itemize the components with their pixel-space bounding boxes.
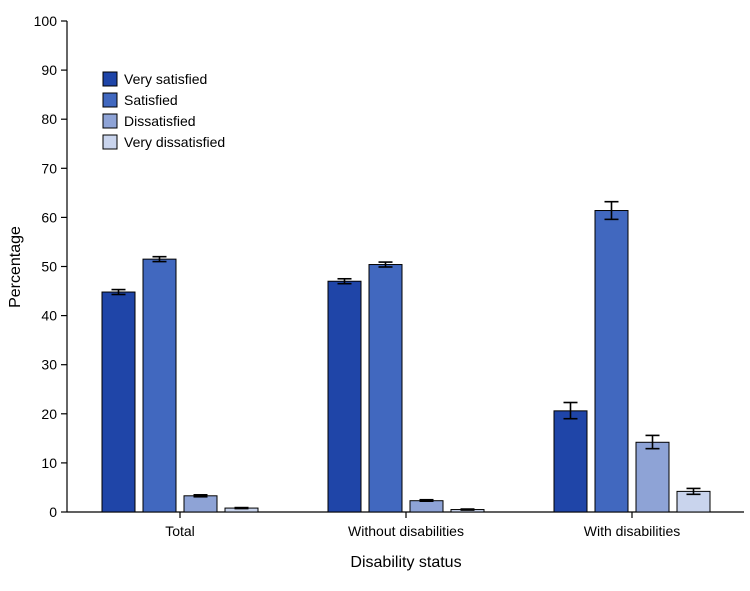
legend-label: Dissatisfied [124,113,196,129]
bar [327,280,362,513]
bar [409,500,444,513]
bar [368,264,403,513]
bar [101,291,136,513]
y-tick-label: 30 [41,357,57,373]
y-tick-label: 70 [41,160,57,176]
x-tick-label: Total [165,523,195,539]
y-tick-label: 50 [41,259,57,275]
legend-swatch [102,92,118,108]
bar [594,210,629,513]
legend-swatch [102,113,118,129]
y-tick-label: 90 [41,62,57,78]
legend-label: Very dissatisfied [124,134,225,150]
legend-label: Very satisfied [124,71,207,87]
y-tick-label: 100 [34,13,58,29]
y-tick-label: 10 [41,455,57,471]
bar [635,441,670,513]
legend-swatch [102,134,118,150]
bars-layer [101,200,711,513]
legend: Very satisfied Satisfied Dissatisfied Very … [102,71,225,150]
axes-layer: 0 10 20 30 40 50 60 70 80 90 100 Total Without disab… [34,13,744,539]
y-axis-title: Percentage [7,226,24,308]
x-axis-title: Disability status [350,554,461,571]
bar [183,495,218,513]
x-tick-label: Without disabilities [348,523,464,539]
legend-swatch [102,71,118,87]
legend-label: Satisfied [124,92,178,108]
y-tick-label: 20 [41,406,57,422]
y-tick-label: 40 [41,308,57,324]
bar [553,410,588,513]
y-tick-label: 80 [41,111,57,127]
bar [142,258,177,513]
y-tick-label: 60 [41,209,57,225]
y-tick-label: 0 [49,504,57,520]
x-tick-label: With disabilities [584,523,680,539]
